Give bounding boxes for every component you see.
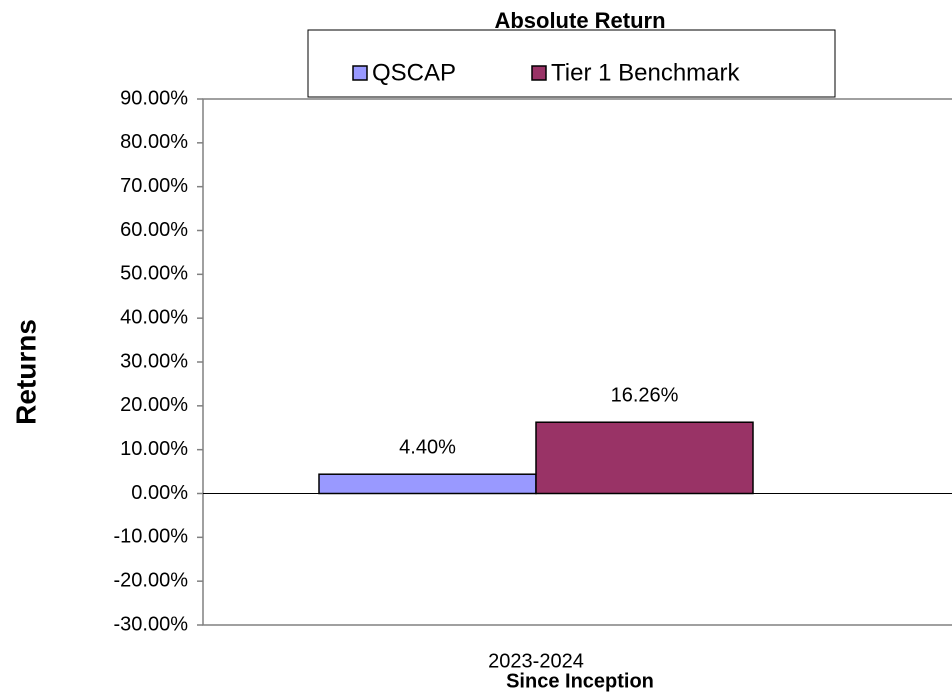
chart-title: Absolute Return [494, 8, 665, 33]
plot-area [202, 98, 952, 626]
y-tick-label: 60.00% [120, 219, 188, 241]
x-axis-label: Since Inception [506, 670, 654, 692]
y-tick-label: -10.00% [114, 526, 189, 548]
bar [318, 473, 537, 495]
y-tick-label: -20.00% [114, 569, 189, 591]
y-tick-label: 30.00% [120, 350, 188, 372]
legend-swatch [352, 65, 368, 81]
y-axis-label: Returns [10, 319, 41, 425]
y-tick-label: 20.00% [120, 394, 188, 416]
bar [535, 421, 754, 495]
y-tick-label: 70.00% [120, 175, 188, 197]
y-tick-label: 80.00% [120, 131, 188, 153]
y-tick-label: 50.00% [120, 263, 188, 285]
y-tick-label: -30.00% [114, 613, 189, 635]
y-tick-label: 0.00% [131, 482, 188, 504]
legend-label: Tier 1 Benchmark [551, 59, 741, 86]
y-tick-label: 10.00% [120, 438, 188, 460]
data-label: 16.26% [611, 385, 679, 407]
y-tick-label: 90.00% [120, 87, 188, 109]
legend-swatch [531, 65, 547, 81]
legend-label: QSCAP [372, 59, 456, 86]
legend-box [307, 29, 836, 98]
x-tick-label: 2023-2024 [488, 650, 584, 672]
y-tick-label: 40.00% [120, 306, 188, 328]
data-label: 4.40% [399, 436, 456, 458]
